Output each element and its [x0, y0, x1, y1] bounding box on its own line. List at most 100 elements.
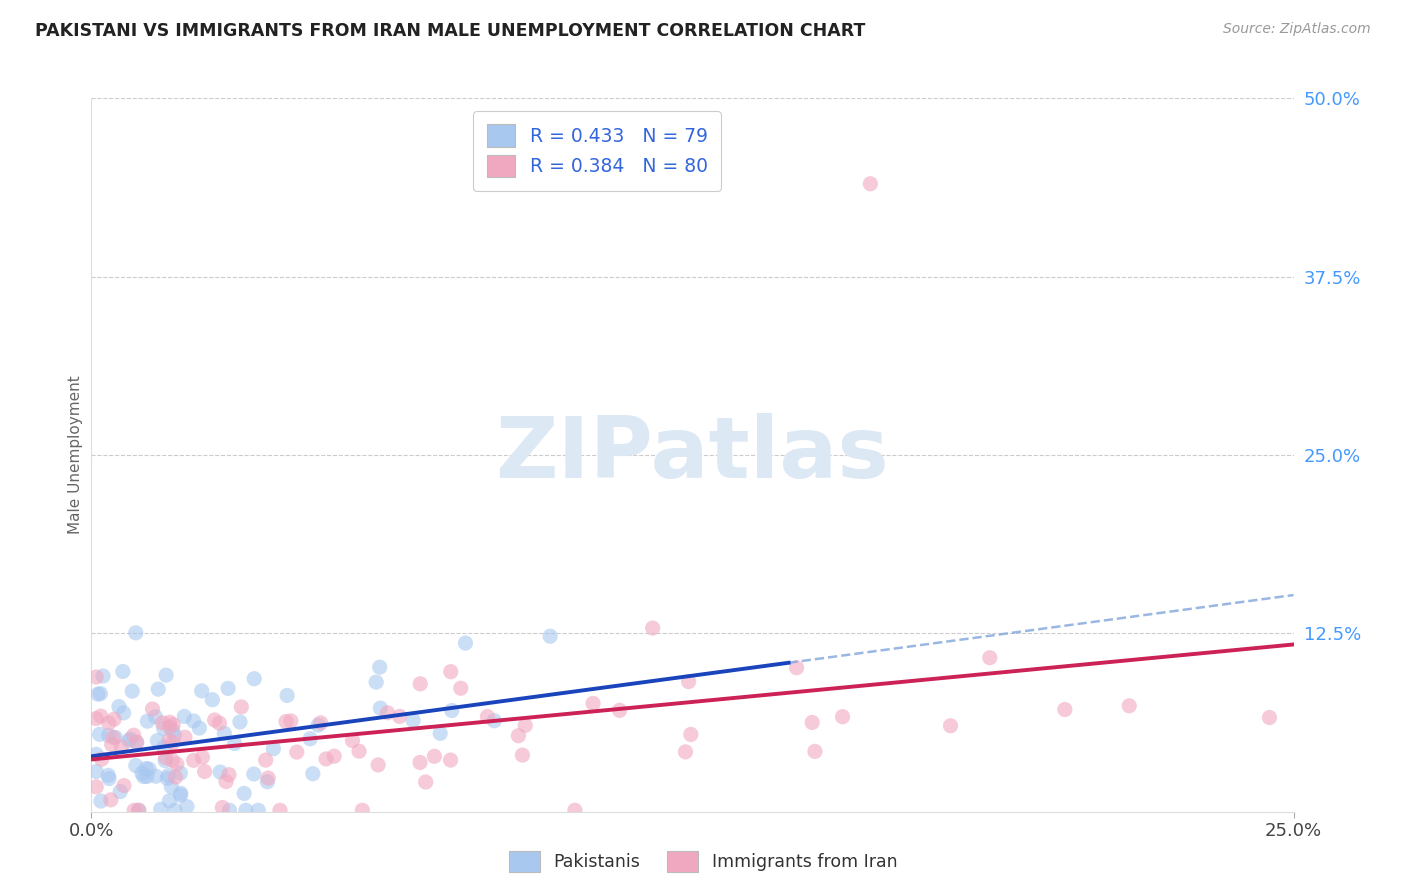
Point [201, 692, 224, 706]
Point [135, 762, 157, 776]
Point [366, 675, 388, 690]
Point [176, 799, 198, 814]
Point [477, 709, 499, 723]
Point [136, 770, 159, 784]
Point [367, 758, 389, 772]
Point [257, 771, 280, 785]
Point [101, 731, 124, 745]
Point [939, 719, 962, 733]
Point [368, 701, 391, 715]
Point [104, 731, 127, 745]
Point [162, 735, 184, 749]
Point [100, 738, 122, 752]
Point [122, 728, 145, 742]
Point [145, 769, 167, 783]
Point [307, 718, 329, 732]
Point [188, 721, 211, 735]
Point [90, 794, 112, 808]
Point [208, 716, 231, 731]
Point [309, 715, 332, 730]
Point [131, 766, 153, 780]
Point [152, 722, 174, 736]
Point [160, 780, 183, 794]
Point [280, 714, 302, 728]
Point [256, 774, 278, 789]
Point [508, 729, 530, 743]
Point [388, 709, 411, 723]
Point [262, 741, 284, 756]
Point [609, 703, 631, 717]
Point [125, 735, 148, 749]
Point [159, 720, 181, 734]
Point [831, 710, 853, 724]
Point [91, 669, 114, 683]
Point [218, 767, 240, 781]
Point [122, 803, 145, 817]
Point [146, 733, 169, 747]
Point [141, 702, 163, 716]
Point [454, 636, 477, 650]
Point [112, 706, 135, 720]
Point [112, 779, 135, 793]
Point [224, 737, 246, 751]
Point [108, 699, 131, 714]
Point [89, 687, 111, 701]
Point [90, 752, 112, 766]
Point [564, 803, 586, 817]
Point [1118, 698, 1140, 713]
Point [125, 735, 148, 749]
Point [231, 700, 253, 714]
Point [1053, 702, 1076, 716]
Point [678, 674, 700, 689]
Point [84, 747, 107, 762]
Point [162, 723, 184, 738]
Point [276, 689, 298, 703]
Point [786, 661, 808, 675]
Point [211, 800, 233, 814]
Point [440, 704, 463, 718]
Point [352, 803, 374, 817]
Point [84, 780, 107, 794]
Point [243, 767, 266, 781]
Point [235, 803, 257, 817]
Point [155, 668, 177, 682]
Point [254, 753, 277, 767]
Point [368, 660, 391, 674]
Point [84, 712, 107, 726]
Point [409, 677, 432, 691]
Point [679, 727, 702, 741]
Point [97, 716, 120, 731]
Point [155, 754, 177, 768]
Point [84, 670, 107, 684]
Point [128, 803, 150, 817]
Point [347, 744, 370, 758]
Point [299, 731, 322, 746]
Point [218, 803, 240, 817]
Point [402, 714, 425, 728]
Point [512, 747, 534, 762]
Point [801, 715, 824, 730]
Point [173, 709, 195, 723]
Point [159, 715, 181, 730]
Point [190, 683, 212, 698]
Point [170, 786, 193, 800]
Point [125, 625, 148, 640]
Point [174, 731, 197, 745]
Point [125, 758, 148, 772]
Point [979, 650, 1001, 665]
Text: ZIPatlas: ZIPatlas [495, 413, 890, 497]
Point [169, 789, 191, 803]
Point [157, 794, 180, 808]
Point [429, 726, 451, 740]
Point [484, 714, 506, 728]
Point [111, 665, 134, 679]
Point [409, 756, 432, 770]
Point [233, 787, 256, 801]
Point [641, 621, 664, 635]
Point [538, 629, 561, 643]
Legend: R = 0.433   N = 79, R = 0.384   N = 80: R = 0.433 N = 79, R = 0.384 N = 80 [474, 112, 721, 191]
Text: Source: ZipAtlas.com: Source: ZipAtlas.com [1223, 22, 1371, 37]
Point [214, 726, 236, 740]
Point [169, 766, 191, 780]
Point [120, 732, 142, 747]
